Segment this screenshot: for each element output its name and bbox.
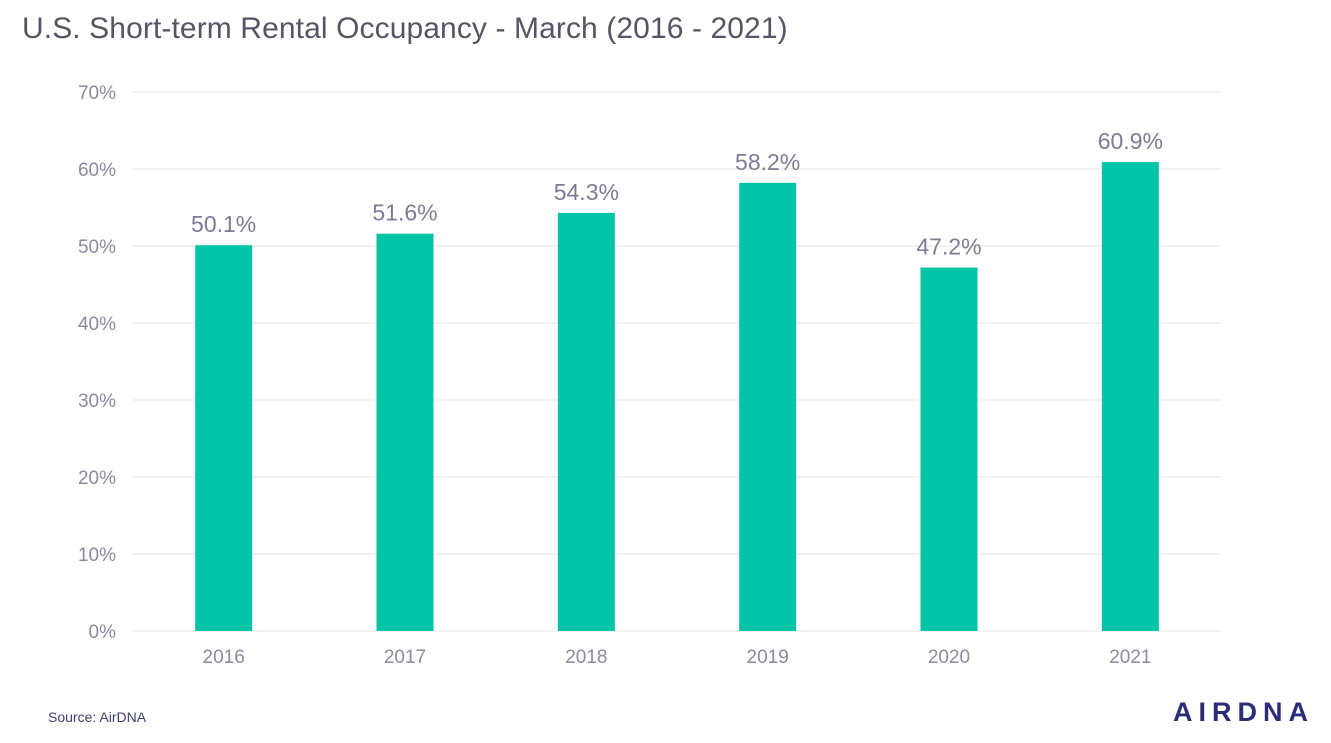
bar (739, 182, 797, 632)
x-tick-label: 2020 (928, 647, 970, 668)
x-tick-label: 2019 (747, 647, 789, 668)
bar (376, 233, 434, 631)
source-note: Source: AirDNA (48, 709, 147, 725)
data-label: 54.3% (554, 179, 619, 205)
x-tick-label: 2021 (1109, 647, 1151, 668)
bar-chart: 0% 10% 20% 30% 40% 50% 60% 70% 50.1% 2016 51.6% 201… (78, 83, 1221, 668)
y-tick-label: 40% (78, 314, 116, 335)
bar (195, 245, 253, 632)
y-tick-label: 20% (78, 468, 116, 489)
data-label: 58.2% (735, 149, 800, 175)
bar (920, 267, 978, 631)
bar (1101, 162, 1159, 631)
chart-title: U.S. Short-term Rental Occupancy - March… (22, 12, 788, 45)
y-tick-label: 0% (89, 622, 117, 643)
brand-logo: AIRDNA (1173, 697, 1314, 727)
y-tick-label: 10% (78, 545, 116, 566)
x-tick-label: 2016 (203, 647, 245, 668)
bar (557, 212, 615, 631)
data-label: 47.2% (916, 234, 981, 260)
data-label: 51.6% (372, 200, 437, 226)
y-tick-label: 50% (78, 237, 116, 258)
x-tick-label: 2018 (565, 647, 607, 668)
y-tick-label: 60% (78, 160, 116, 181)
data-label: 60.9% (1098, 128, 1163, 154)
y-tick-label: 70% (78, 83, 116, 104)
y-tick-label: 30% (78, 391, 116, 412)
data-label: 50.1% (191, 211, 256, 237)
x-tick-label: 2017 (384, 647, 426, 668)
